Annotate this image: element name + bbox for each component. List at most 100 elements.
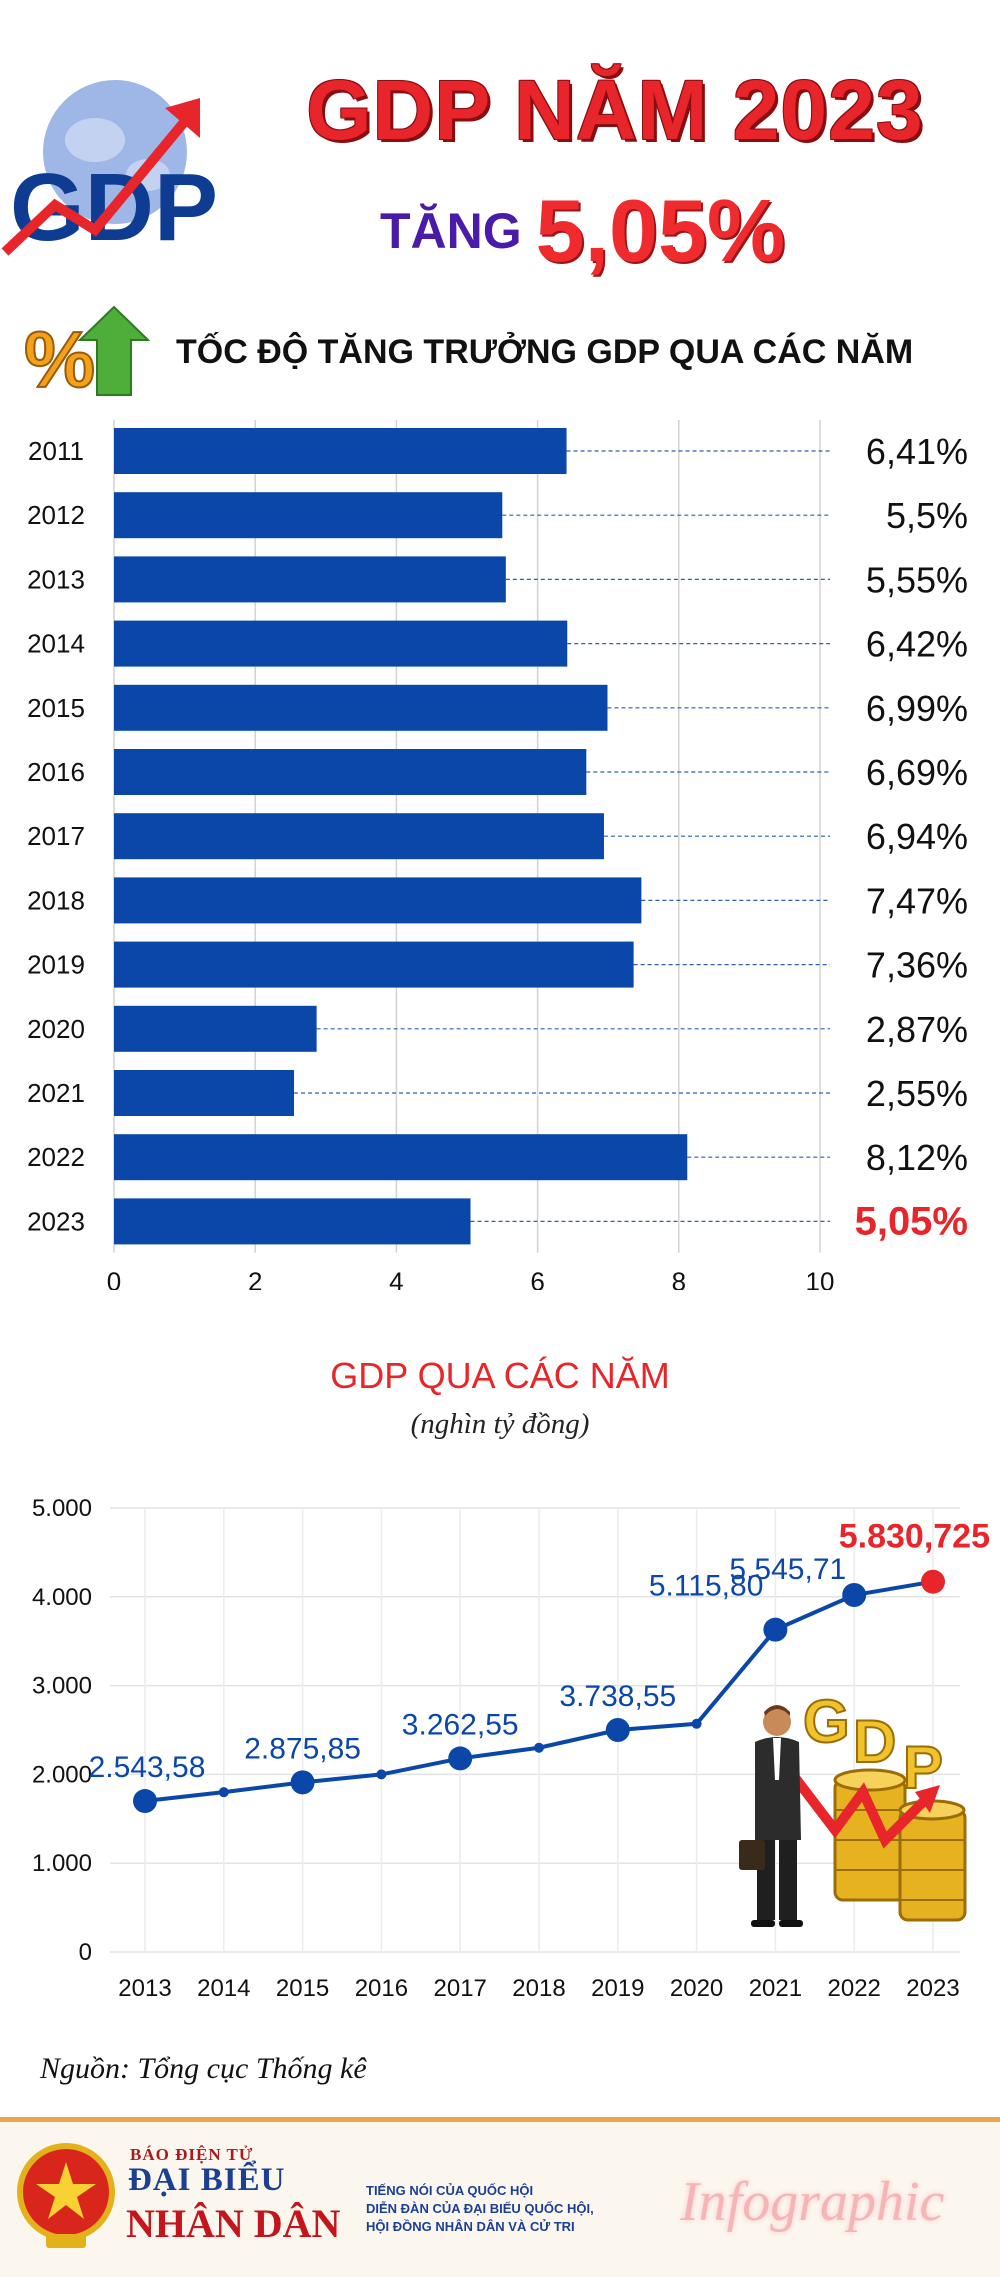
x-tick-label: 2 xyxy=(248,1267,262,1290)
y-tick-label: 0 xyxy=(79,1939,92,1966)
data-point xyxy=(842,1583,867,1608)
category-label: 2019 xyxy=(27,950,85,980)
value-label: 7,36% xyxy=(866,945,968,986)
category-label: 2015 xyxy=(27,693,85,723)
category-label: 2014 xyxy=(27,629,85,659)
bar xyxy=(114,620,568,667)
y-tick-label: 3.000 xyxy=(32,1673,92,1700)
coin-stacks-icon: G D P xyxy=(802,1687,967,1922)
svg-text:G: G xyxy=(803,1688,850,1755)
bar xyxy=(114,428,567,474)
value-label: 2,55% xyxy=(866,1073,968,1114)
bar xyxy=(114,492,503,539)
bar xyxy=(114,877,642,924)
trend-arrow-icon xyxy=(1,111,194,256)
gdp-logo: GDP xyxy=(1,80,218,261)
x-tick-label: 4 xyxy=(389,1267,403,1290)
data-point xyxy=(448,1746,473,1771)
brand-small: BÁO ĐIỆN TỬ xyxy=(130,2145,254,2164)
x-tick-label: 2017 xyxy=(434,1975,487,2002)
category-label: 2020 xyxy=(27,1014,85,1044)
category-label: 2011 xyxy=(28,436,84,466)
x-tick-label: 0 xyxy=(107,1267,121,1290)
businessman-coins-illustration: G D P xyxy=(739,1687,967,1927)
data-point xyxy=(921,1569,945,1594)
value-label: 6,94% xyxy=(866,816,968,857)
percent-arrow-icon: % xyxy=(23,305,151,400)
source-note: Nguồn: Tổng cục Thống kê xyxy=(40,2052,367,2085)
data-label: 3.738,55 xyxy=(559,1680,676,1713)
subtitle-prefix: TĂNG xyxy=(380,203,522,259)
brand-line-2: NHÂN DÂN xyxy=(126,2201,341,2246)
data-point xyxy=(691,1718,702,1729)
bar xyxy=(114,1198,471,1245)
section-title: TỐC ĐỘ TĂNG TRƯỞNG GDP QUA CÁC NĂM xyxy=(176,333,914,371)
x-tick-label: 2022 xyxy=(828,1975,881,2002)
bar xyxy=(114,941,634,988)
x-tick-label: 2019 xyxy=(591,1975,644,2002)
x-tick-label: 2016 xyxy=(355,1975,408,2002)
x-tick-label: 2023 xyxy=(906,1975,959,2002)
page-subtitle: TĂNG 5,05% xyxy=(380,180,785,282)
x-tick-label: 2013 xyxy=(118,1975,171,2002)
bar xyxy=(114,684,608,731)
category-label: 2023 xyxy=(27,1206,85,1236)
category-label: 2012 xyxy=(27,500,85,530)
x-tick-label: 10 xyxy=(806,1267,835,1290)
x-tick-label: 2018 xyxy=(512,1975,565,2002)
tagline-line: TIẾNG NÓI CỦA QUỐC HỘI xyxy=(366,2183,534,2198)
svg-text:D: D xyxy=(853,1708,896,1775)
brand-line-1: ĐẠI BIỂU xyxy=(128,2162,286,2198)
bar xyxy=(114,1005,317,1052)
x-tick-label: 2015 xyxy=(276,1975,329,2002)
brand-tagline: TIẾNG NÓI CỦA QUỐC HỘI DIỄN ĐÀN CỦA ĐẠI … xyxy=(366,2182,606,2236)
category-label: 2022 xyxy=(27,1142,85,1172)
value-label: 5,55% xyxy=(866,559,968,600)
value-label: 2,87% xyxy=(866,1009,968,1050)
data-label: 2.875,85 xyxy=(244,1732,361,1765)
data-point xyxy=(605,1718,630,1742)
data-label: 5.115,80 xyxy=(649,1570,764,1603)
bar xyxy=(114,749,587,795)
bar xyxy=(114,1134,688,1181)
gdp-line-chart: 0 1.000 2.000 3.000 4.000 5.000 2013 2014 2015 20… xyxy=(32,1495,990,2002)
data-label: 2.543,58 xyxy=(89,1751,206,1784)
bar xyxy=(114,1070,295,1116)
businessman-icon xyxy=(739,1705,803,1927)
footer xyxy=(0,2122,1000,2277)
value-label: 6,42% xyxy=(866,624,968,665)
data-point xyxy=(376,1769,387,1780)
value-label: 8,12% xyxy=(866,1137,968,1178)
category-label: 2017 xyxy=(27,821,85,851)
category-label: 2018 xyxy=(27,885,85,915)
data-point xyxy=(290,1770,315,1795)
footer-divider xyxy=(0,2117,1000,2122)
data-label: 5.545,71 xyxy=(729,1553,846,1586)
bar xyxy=(114,556,506,603)
y-tick-label: 5.000 xyxy=(32,1495,92,1522)
data-label: 5.830,725 xyxy=(839,1518,990,1556)
svg-text:%: % xyxy=(24,315,95,400)
bar xyxy=(114,813,604,860)
value-label: 6,69% xyxy=(866,752,968,793)
value-label: 5,05% xyxy=(855,1199,968,1243)
value-label: 6,41% xyxy=(866,431,968,472)
line-chart-subtitle: (nghìn tỷ đồng) xyxy=(410,1408,590,1440)
tagline-line: DIỄN ĐÀN CỦA ĐẠI BIỂU QUỐC HỘI, xyxy=(366,2201,594,2216)
y-tick-label: 2.000 xyxy=(32,1761,92,1788)
data-point xyxy=(763,1617,788,1642)
category-label: 2013 xyxy=(27,564,85,594)
subtitle-value: 5,05% xyxy=(535,181,786,280)
x-tick-label: 6 xyxy=(530,1267,544,1290)
y-tick-label: 4.000 xyxy=(32,1584,92,1611)
tagline-line: HỘI ĐỒNG NHÂN DÂN VÀ CỬ TRI xyxy=(366,2219,575,2234)
line-chart-title: GDP QUA CÁC NĂM xyxy=(330,1355,670,1396)
y-tick-label: 1.000 xyxy=(32,1850,92,1877)
data-point xyxy=(133,1789,157,1814)
category-label: 2021 xyxy=(27,1078,85,1108)
growth-bar-chart: 0 2 4 6 8 10 2011 6,41% 2012 5,5% 2013 5,55% 2014 6,4… xyxy=(27,420,968,1290)
x-tick-label: 2020 xyxy=(670,1975,723,2002)
value-label: 6,99% xyxy=(866,688,968,729)
value-label: 7,47% xyxy=(866,880,968,921)
value-label: 5,5% xyxy=(886,495,968,536)
